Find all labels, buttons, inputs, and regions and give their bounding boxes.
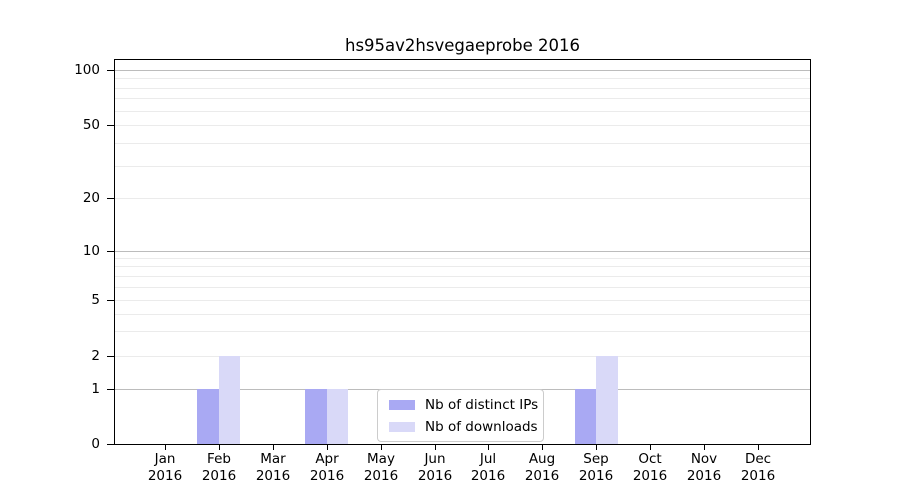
x-tick-mark-jan [165, 445, 166, 450]
legend-swatch-distinct-ips [389, 399, 415, 410]
minor-gridline-50 [115, 125, 810, 126]
minor-gridline-3 [115, 331, 810, 332]
minor-gridline-80 [115, 88, 810, 89]
legend-label-downloads: Nb of downloads [425, 418, 538, 435]
chart-title: hs95av2hsvegaeprobe 2016 [345, 36, 580, 55]
minor-gridline-90 [115, 78, 810, 79]
y-tick-label-10: 10 [82, 243, 100, 259]
minor-gridline-6 [115, 287, 810, 288]
bar-downloads-apr [326, 389, 349, 444]
legend-swatch-downloads [389, 421, 415, 432]
y-tick-label-20: 20 [82, 190, 100, 206]
minor-gridline-30 [115, 166, 810, 167]
x-tick-label-mar: Mar 2016 [255, 451, 291, 484]
minor-gridline-7 [115, 276, 810, 277]
y-tick-mark-100 [107, 70, 114, 71]
minor-gridline-4 [115, 314, 810, 315]
x-tick-label-dec: Dec 2016 [740, 451, 776, 484]
x-tick-label-aug: Aug 2016 [524, 451, 560, 484]
x-tick-mark-jun [435, 445, 436, 450]
y-tick-label-5: 5 [91, 292, 100, 308]
x-tick-label-apr: Apr 2016 [309, 451, 345, 484]
x-tick-mark-mar [273, 445, 274, 450]
x-tick-label-nov: Nov 2016 [686, 451, 722, 484]
minor-gridline-8 [115, 266, 810, 267]
x-tick-label-feb: Feb 2016 [201, 451, 237, 484]
y-tick-mark-2 [107, 356, 114, 357]
y-tick-label-2: 2 [91, 348, 100, 364]
x-tick-label-may: May 2016 [363, 451, 399, 484]
legend: Nb of distinct IPs Nb of downloads [377, 389, 544, 442]
major-gridline-100 [115, 70, 810, 71]
y-tick-mark-20 [107, 198, 114, 199]
y-tick-mark-1 [107, 389, 114, 390]
x-tick-mark-may [381, 445, 382, 450]
minor-gridline-40 [115, 143, 810, 144]
x-tick-mark-apr [327, 445, 328, 450]
y-tick-mark-50 [107, 125, 114, 126]
legend-item-distinct-ips: Nb of distinct IPs [389, 396, 539, 413]
x-tick-mark-oct [650, 445, 651, 450]
x-tick-mark-aug [542, 445, 543, 450]
y-tick-label-100: 100 [74, 62, 100, 78]
minor-gridline-70 [115, 98, 810, 99]
bar-distinct-ips-apr [305, 389, 327, 444]
major-gridline-10 [115, 251, 810, 252]
x-tick-mark-nov [704, 445, 705, 450]
minor-gridline-20 [115, 198, 810, 199]
legend-label-distinct-ips: Nb of distinct IPs [425, 396, 539, 413]
minor-gridline-9 [115, 258, 810, 259]
x-tick-mark-feb [219, 445, 220, 450]
y-tick-mark-10 [107, 251, 114, 252]
x-tick-mark-jul [488, 445, 489, 450]
x-tick-label-sep: Sep 2016 [578, 451, 614, 484]
y-tick-mark-0 [107, 444, 114, 445]
minor-gridline-5 [115, 300, 810, 301]
x-tick-label-jan: Jan 2016 [147, 451, 183, 484]
x-tick-mark-dec [758, 445, 759, 450]
x-tick-mark-sep [596, 445, 597, 450]
bar-distinct-ips-sep [574, 389, 597, 444]
legend-item-downloads: Nb of downloads [389, 418, 538, 435]
y-tick-label-0: 0 [91, 436, 100, 452]
plot-area-border [114, 59, 811, 445]
minor-gridline-2 [115, 356, 810, 357]
x-tick-label-jul: Jul 2016 [470, 451, 506, 484]
y-tick-label-1: 1 [91, 381, 100, 397]
x-tick-label-jun: Jun 2016 [417, 451, 453, 484]
bar-downloads-feb [218, 355, 241, 444]
minor-gridline-60 [115, 111, 810, 112]
bar-downloads-sep [596, 355, 618, 444]
x-tick-label-oct: Oct 2016 [632, 451, 668, 484]
y-tick-label-50: 50 [82, 117, 100, 133]
bar-distinct-ips-feb [197, 389, 219, 444]
y-tick-mark-5 [107, 300, 114, 301]
